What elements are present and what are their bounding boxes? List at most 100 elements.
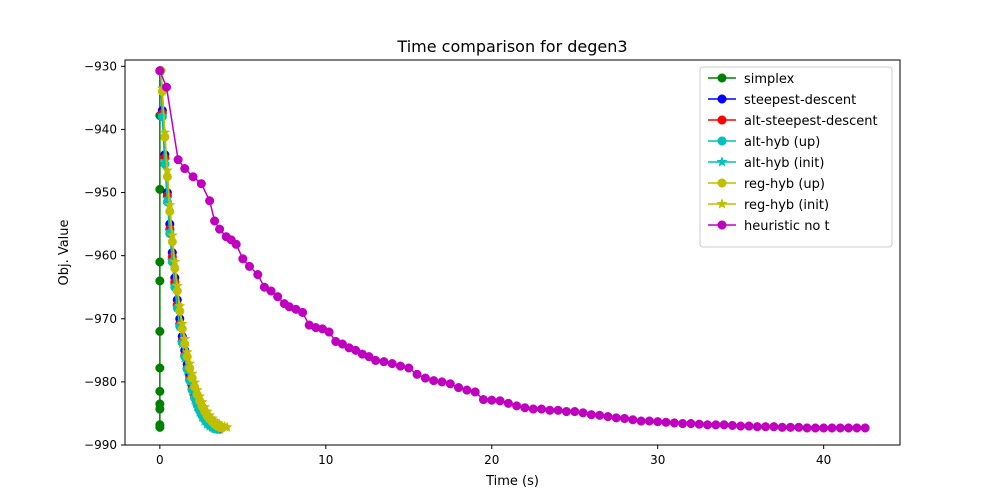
data-point-heuristic-no-t xyxy=(570,406,580,417)
data-point-heuristic-no-t xyxy=(520,403,530,413)
series-reg-hyb-init xyxy=(155,64,233,433)
chart-title: Time comparison for degen3 xyxy=(396,37,627,56)
data-point-heuristic-no-t xyxy=(161,82,172,92)
data-point-heuristic-no-t xyxy=(852,423,862,433)
y-tick-label: −970 xyxy=(84,312,117,326)
data-point-heuristic-no-t xyxy=(395,361,406,371)
data-point-heuristic-no-t xyxy=(188,172,198,182)
data-point-simplex xyxy=(155,404,165,414)
data-point-heuristic-no-t xyxy=(445,379,455,389)
data-point-reg-hyb-init xyxy=(169,256,181,267)
data-point-heuristic-no-t xyxy=(273,292,283,302)
data-point-simplex xyxy=(155,386,165,396)
data-point-heuristic-no-t xyxy=(210,216,220,226)
data-point-heuristic-no-t xyxy=(173,155,183,165)
data-point-heuristic-no-t xyxy=(503,398,513,408)
legend-item-simplex: simplex xyxy=(708,72,795,87)
legend-label-alt-steepest-descent: alt-steepest-descent xyxy=(744,114,878,129)
data-point-reg-hyb-init xyxy=(221,421,233,433)
data-point-reg-hyb-init xyxy=(159,126,171,138)
data-point-reg-hyb-init xyxy=(184,357,196,369)
x-tick-label: 20 xyxy=(484,453,499,467)
data-point-heuristic-no-t xyxy=(619,413,630,424)
data-point-heuristic-no-t xyxy=(404,363,414,373)
y-tick-label: −990 xyxy=(84,438,117,452)
legend-marker-steepest-descent xyxy=(717,94,727,104)
data-point-reg-hyb-init xyxy=(164,199,176,210)
data-point-reg-hyb-init xyxy=(199,401,211,412)
data-point-heuristic-no-t xyxy=(454,383,464,393)
data-point-heuristic-no-t xyxy=(180,164,190,174)
data-point-heuristic-no-t xyxy=(711,420,721,430)
data-point-heuristic-no-t xyxy=(379,357,389,367)
legend-marker-heuristic-no-t xyxy=(717,220,727,230)
data-point-heuristic-no-t xyxy=(238,254,248,264)
data-point-reg-hyb-init xyxy=(171,280,183,291)
data-point-heuristic-no-t xyxy=(545,405,555,415)
data-point-heuristic-no-t xyxy=(412,369,422,379)
data-point-heuristic-no-t xyxy=(595,410,605,420)
data-point-heuristic-no-t xyxy=(727,420,737,430)
data-point-heuristic-no-t xyxy=(860,423,870,433)
legend-item-alt-hyb-up: alt-hyb (up) xyxy=(708,135,820,150)
data-point-heuristic-no-t xyxy=(785,422,796,432)
data-point-reg-hyb-init xyxy=(189,376,201,388)
data-point-heuristic-no-t xyxy=(835,423,845,433)
data-point-alt-hyb-init xyxy=(156,109,168,121)
data-point-heuristic-no-t xyxy=(678,418,688,429)
data-point-heuristic-no-t xyxy=(371,355,381,365)
legend-marker-alt-hyb-up xyxy=(717,136,727,146)
data-point-reg-hyb-init xyxy=(166,229,178,241)
legend-item-reg-hyb-init: reg-hyb (init) xyxy=(708,198,829,213)
data-point-reg-hyb-init xyxy=(196,396,208,407)
data-point-heuristic-no-t xyxy=(487,395,497,405)
ticks-layer: 0 10 20 30 40 −990 −980 −970 −960 −950 −940 −930 xyxy=(84,59,831,467)
legend-item-heuristic-no-t: heuristic no t xyxy=(708,219,830,234)
y-tick-label: −950 xyxy=(84,186,117,200)
data-point-simplex xyxy=(155,276,165,286)
legend-marker-simplex xyxy=(717,73,727,83)
data-point-alt-hyb-init xyxy=(161,192,173,204)
data-point-heuristic-no-t xyxy=(794,422,804,432)
legend-label-steepest-descent: steepest-descent xyxy=(744,93,856,108)
data-point-heuristic-no-t xyxy=(719,420,729,430)
x-tick-label: 10 xyxy=(318,453,333,467)
x-tick-label: 40 xyxy=(816,453,831,467)
data-point-heuristic-no-t xyxy=(231,239,241,249)
data-point-heuristic-no-t xyxy=(512,401,522,411)
data-point-heuristic-no-t xyxy=(736,421,746,431)
data-point-heuristic-no-t xyxy=(266,286,276,296)
data-point-alt-hyb-init xyxy=(159,155,171,166)
data-point-heuristic-no-t xyxy=(253,270,263,280)
data-point-heuristic-no-t xyxy=(561,406,571,417)
data-point-heuristic-no-t xyxy=(686,418,696,429)
data-point-reg-hyb-init xyxy=(191,384,203,395)
data-point-reg-hyb-init xyxy=(186,367,198,379)
data-point-reg-hyb-init xyxy=(161,164,173,176)
data-point-heuristic-no-t xyxy=(603,412,613,422)
data-point-heuristic-no-t xyxy=(761,422,771,432)
legend-item-alt-steepest-descent: alt-steepest-descent xyxy=(708,114,878,129)
data-point-heuristic-no-t xyxy=(827,423,837,433)
data-point-heuristic-no-t xyxy=(586,410,596,420)
y-tick-label: −930 xyxy=(84,59,117,73)
plot-marks xyxy=(155,64,870,435)
legend-label-simplex: simplex xyxy=(744,72,795,87)
data-point-heuristic-no-t xyxy=(495,396,505,406)
data-point-heuristic-no-t xyxy=(387,359,397,369)
legend-label-alt-hyb-init: alt-hyb (init) xyxy=(744,156,824,171)
data-point-heuristic-no-t xyxy=(205,196,215,206)
data-point-heuristic-no-t xyxy=(244,261,255,271)
legend-label-heuristic-no-t: heuristic no t xyxy=(744,219,830,234)
legend-label-reg-hyb-up: reg-hyb (up) xyxy=(744,177,825,192)
data-point-heuristic-no-t xyxy=(702,420,713,430)
x-tick-label: 30 xyxy=(650,453,665,467)
data-point-heuristic-no-t xyxy=(462,385,472,395)
data-point-heuristic-no-t xyxy=(429,376,439,386)
data-point-reg-hyb-init xyxy=(181,346,193,358)
data-point-reg-hyb-init xyxy=(174,300,186,311)
data-point-heuristic-no-t xyxy=(653,417,663,427)
y-tick-label: −960 xyxy=(84,249,117,263)
data-point-reg-hyb-init xyxy=(194,390,206,402)
